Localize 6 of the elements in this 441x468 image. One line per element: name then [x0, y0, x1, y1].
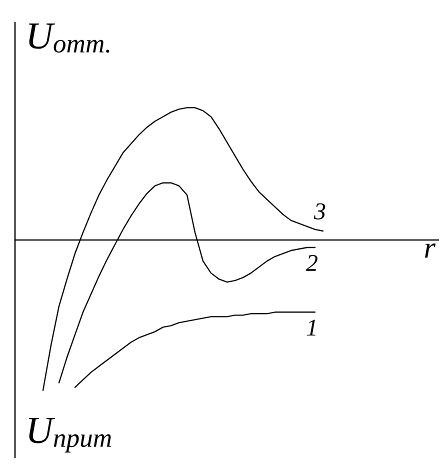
y-axis-title: U$_{отт.}$: [29, 24, 110, 53]
x-axis-title: r: [425, 244, 436, 258]
series-label: 2: [306, 255, 318, 271]
series-label: 1: [306, 320, 316, 336]
series-label: 3: [314, 203, 326, 220]
text: U$_{прит}$: [29, 418, 111, 452]
